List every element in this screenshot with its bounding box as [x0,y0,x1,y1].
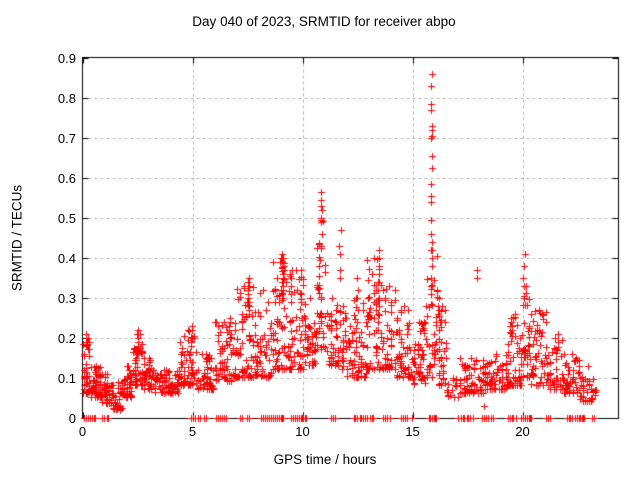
y-tick-label: 0.4 [57,250,76,266]
y-tick-label: 0.8 [57,90,76,106]
y-tick-label: 0.3 [57,290,76,306]
x-tick-label: 15 [405,424,420,439]
y-axis-title: SRMTID / TECUs [9,184,25,292]
x-tick-label: 10 [295,424,310,439]
x-tick-label: 5 [188,424,197,439]
y-tick-label: 0.9 [57,50,76,66]
y-tick-label: 0.7 [57,130,76,146]
y-tick-label: 0.5 [57,210,76,226]
y-tick-label: 0.1 [57,370,76,386]
y-tick-label: 0.2 [57,330,76,346]
x-tick-label: 20 [515,424,530,439]
x-tick-label: 0 [78,424,87,439]
y-tick-label: 0.6 [57,170,76,186]
y-tick-label: 0 [68,410,76,426]
x-axis-title: GPS time / hours [273,452,377,467]
